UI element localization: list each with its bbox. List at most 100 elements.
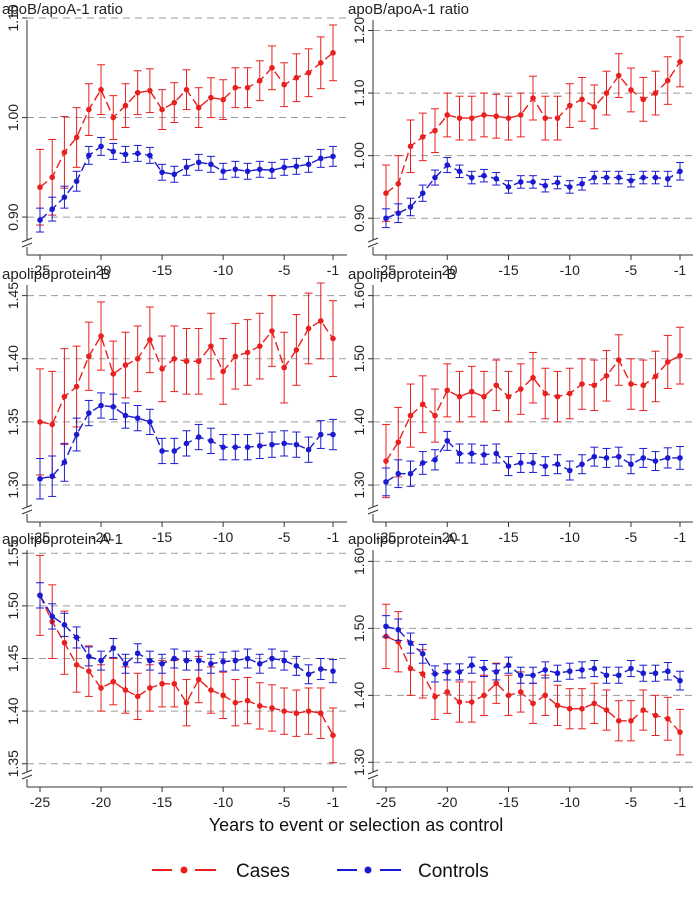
data-point — [481, 451, 487, 458]
data-point — [61, 194, 68, 200]
series-cases — [382, 326, 684, 499]
data-point — [281, 440, 287, 447]
data-point — [86, 668, 92, 674]
data-point — [407, 143, 414, 150]
y-tick-label: 1.55 — [5, 539, 21, 566]
data-point — [517, 689, 524, 695]
data-point — [444, 438, 451, 444]
data-point — [664, 176, 671, 182]
data-point — [73, 134, 80, 141]
data-point — [317, 710, 324, 717]
x-tick-label: -1 — [327, 262, 340, 278]
data-point — [317, 666, 324, 672]
data-point — [256, 343, 263, 349]
data-point — [317, 431, 324, 438]
data-point — [220, 444, 226, 450]
y-tick-label: 1.30 — [351, 471, 367, 498]
data-point — [542, 463, 549, 469]
data-point — [505, 115, 512, 121]
data-point — [232, 444, 239, 450]
data-point — [419, 401, 426, 408]
legend-cases-label: Cases — [236, 861, 290, 882]
data-point — [444, 669, 451, 675]
x-tick-label: -15 — [498, 262, 518, 278]
data-point — [652, 174, 659, 181]
x-tick-label: -10 — [560, 529, 580, 545]
data-point — [407, 665, 414, 672]
data-point — [615, 174, 622, 181]
chart-panel-3: apolipoprotein B 1.30 1.35 1.40 1.45 -25 -20 -1… — [2, 266, 347, 545]
data-point — [591, 700, 598, 707]
data-point — [232, 166, 239, 173]
series-controls — [36, 136, 337, 233]
data-point — [554, 393, 561, 400]
data-point — [37, 419, 43, 425]
data-point — [419, 651, 426, 657]
data-point — [603, 672, 610, 679]
panel-title: apolipoprotein B — [2, 266, 110, 283]
data-point — [383, 190, 389, 196]
data-point — [456, 450, 463, 457]
chart-panel-5: apolipoprotein A-1 1.35 1.40 1.45 1.50 1.55 -2… — [2, 531, 347, 810]
data-point — [432, 693, 438, 700]
data-point — [269, 655, 275, 662]
data-point — [220, 368, 226, 375]
series-line-controls — [39, 145, 334, 221]
data-point — [456, 393, 463, 400]
data-point — [554, 461, 561, 468]
data-point — [122, 102, 129, 109]
data-point — [171, 680, 178, 687]
series-controls — [36, 582, 337, 685]
data-point — [517, 112, 524, 118]
data-point — [195, 676, 202, 683]
data-point — [566, 705, 573, 712]
data-point — [208, 94, 214, 101]
data-point — [208, 161, 214, 168]
x-tick-label: -5 — [625, 262, 638, 278]
y-tick-label: 1.45 — [5, 645, 21, 672]
data-point — [677, 59, 683, 65]
data-point — [419, 190, 426, 196]
data-point — [591, 174, 598, 181]
y-tick-label: 1.45 — [5, 282, 21, 309]
data-point — [171, 99, 178, 106]
data-point — [208, 438, 214, 444]
data-point — [444, 689, 451, 695]
y-tick-label: 1.30 — [5, 471, 21, 498]
data-point — [73, 634, 80, 641]
data-point — [171, 355, 178, 362]
data-point — [232, 84, 239, 91]
data-point — [37, 592, 43, 599]
data-point — [305, 446, 312, 453]
data-point — [330, 50, 336, 56]
data-point — [147, 419, 153, 425]
series-cases — [36, 282, 337, 478]
data-point — [664, 455, 671, 461]
y-tick-label: 1.10 — [351, 79, 367, 106]
data-point — [505, 463, 512, 469]
x-tick-label: -1 — [674, 794, 687, 810]
data-point — [628, 717, 634, 724]
data-point — [591, 382, 598, 389]
series-cases — [36, 24, 337, 226]
data-point — [640, 96, 647, 103]
data-point — [677, 455, 683, 461]
data-point — [566, 184, 573, 190]
data-point — [122, 151, 129, 158]
y-tick-label: 1.00 — [351, 142, 367, 169]
data-point — [493, 669, 500, 675]
data-point — [615, 72, 622, 79]
data-point — [615, 453, 622, 460]
data-point — [542, 667, 549, 673]
data-point — [579, 461, 585, 468]
data-point — [183, 657, 190, 664]
data-point — [652, 458, 659, 464]
data-point — [652, 90, 659, 96]
data-point — [615, 672, 622, 679]
data-point — [530, 460, 536, 466]
x-tick-label: -25 — [376, 529, 396, 545]
data-point — [134, 693, 141, 700]
data-point — [603, 90, 610, 96]
y-tick-label: 1.50 — [351, 345, 367, 372]
